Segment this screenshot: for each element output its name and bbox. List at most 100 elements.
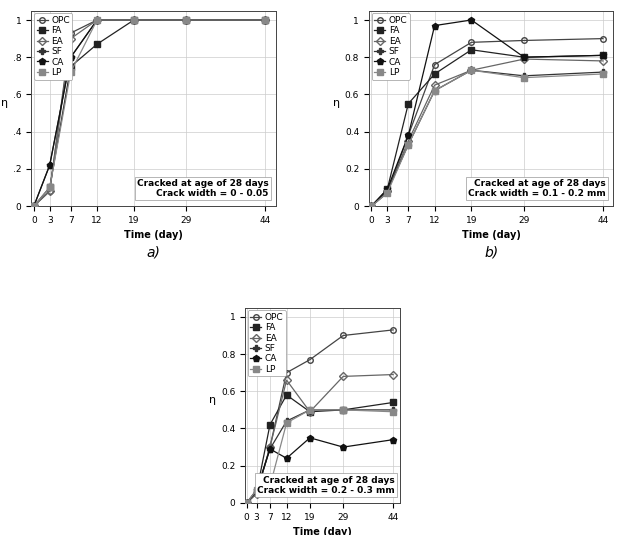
Line: SF: SF [31,17,269,210]
Line: EA: EA [244,372,396,506]
SF [266,446,274,452]
SF [30,203,38,209]
OPC [306,356,314,363]
SF [253,488,260,495]
FA [367,203,375,209]
LP [431,88,438,94]
Line: CA: CA [243,434,397,506]
Text: b): b) [484,245,498,259]
CA [404,132,412,139]
Line: FA: FA [369,47,606,209]
OPC [253,491,260,497]
SF [339,407,347,413]
FA [130,17,138,23]
FA [283,392,290,398]
CA [30,203,38,209]
FA [243,500,250,506]
Line: EA: EA [31,17,268,209]
LP [266,483,274,490]
OPC [130,17,138,23]
OPC [431,62,438,68]
EA [283,377,290,384]
CA [93,17,101,23]
OPC [520,37,528,44]
FA [67,63,74,70]
Line: EA: EA [369,56,606,209]
CA [384,186,391,193]
Line: FA: FA [31,17,268,209]
CA [520,54,528,60]
LP [339,407,347,413]
LP [262,17,269,23]
LP [30,203,38,209]
EA [262,17,269,23]
LP [404,141,412,148]
Line: CA: CA [368,17,607,210]
Y-axis label: η: η [209,395,216,405]
OPC [404,132,412,139]
Text: Cracked at age of 28 days
Crack width = 0 - 0.05: Cracked at age of 28 days Crack width = … [137,179,269,198]
LP [599,71,607,77]
LP [253,487,260,493]
CA [367,203,375,209]
LP [243,500,250,506]
SF [283,418,290,424]
OPC [468,39,475,45]
FA [384,186,391,193]
SF [367,203,375,209]
EA [243,500,250,506]
EA [384,188,391,194]
CA [253,487,260,493]
OPC [262,17,269,23]
CA [468,17,475,23]
LP [93,17,101,23]
CA [339,444,347,450]
FA [389,399,397,406]
EA [468,67,475,73]
LP [183,17,190,23]
SF [599,69,607,75]
SF [389,407,397,413]
CA [599,52,607,58]
CA [67,54,74,60]
Legend: OPC, FA, EA, SF, CA, LP: OPC, FA, EA, SF, CA, LP [372,13,410,80]
EA [30,203,38,209]
OPC [30,203,38,209]
OPC [46,188,53,194]
LP [384,190,391,196]
EA [130,17,138,23]
EA [306,409,314,415]
SF [404,141,412,148]
EA [46,188,53,194]
LP [67,69,74,75]
SF [384,188,391,194]
SF [520,73,528,79]
OPC [339,332,347,339]
X-axis label: Time (day): Time (day) [462,230,521,240]
Line: LP: LP [369,67,606,209]
EA [253,491,260,497]
CA [389,437,397,443]
FA [266,422,274,428]
EA [599,58,607,64]
CA [283,455,290,462]
X-axis label: Time (day): Time (day) [124,230,183,240]
OPC [283,370,290,376]
EA [266,444,274,450]
CA [266,446,274,452]
FA [306,409,314,415]
SF [262,17,269,23]
OPC [389,327,397,333]
OPC [183,17,190,23]
OPC [93,17,101,23]
Line: LP: LP [244,407,396,506]
EA [431,82,438,88]
CA [243,500,250,506]
FA [468,47,475,53]
Line: FA: FA [244,392,396,506]
Y-axis label: η: η [333,98,340,109]
SF [431,88,438,94]
Text: a): a) [146,245,160,259]
Legend: OPC, FA, EA, SF, CA, LP: OPC, FA, EA, SF, CA, LP [34,13,73,80]
LP [283,419,290,426]
